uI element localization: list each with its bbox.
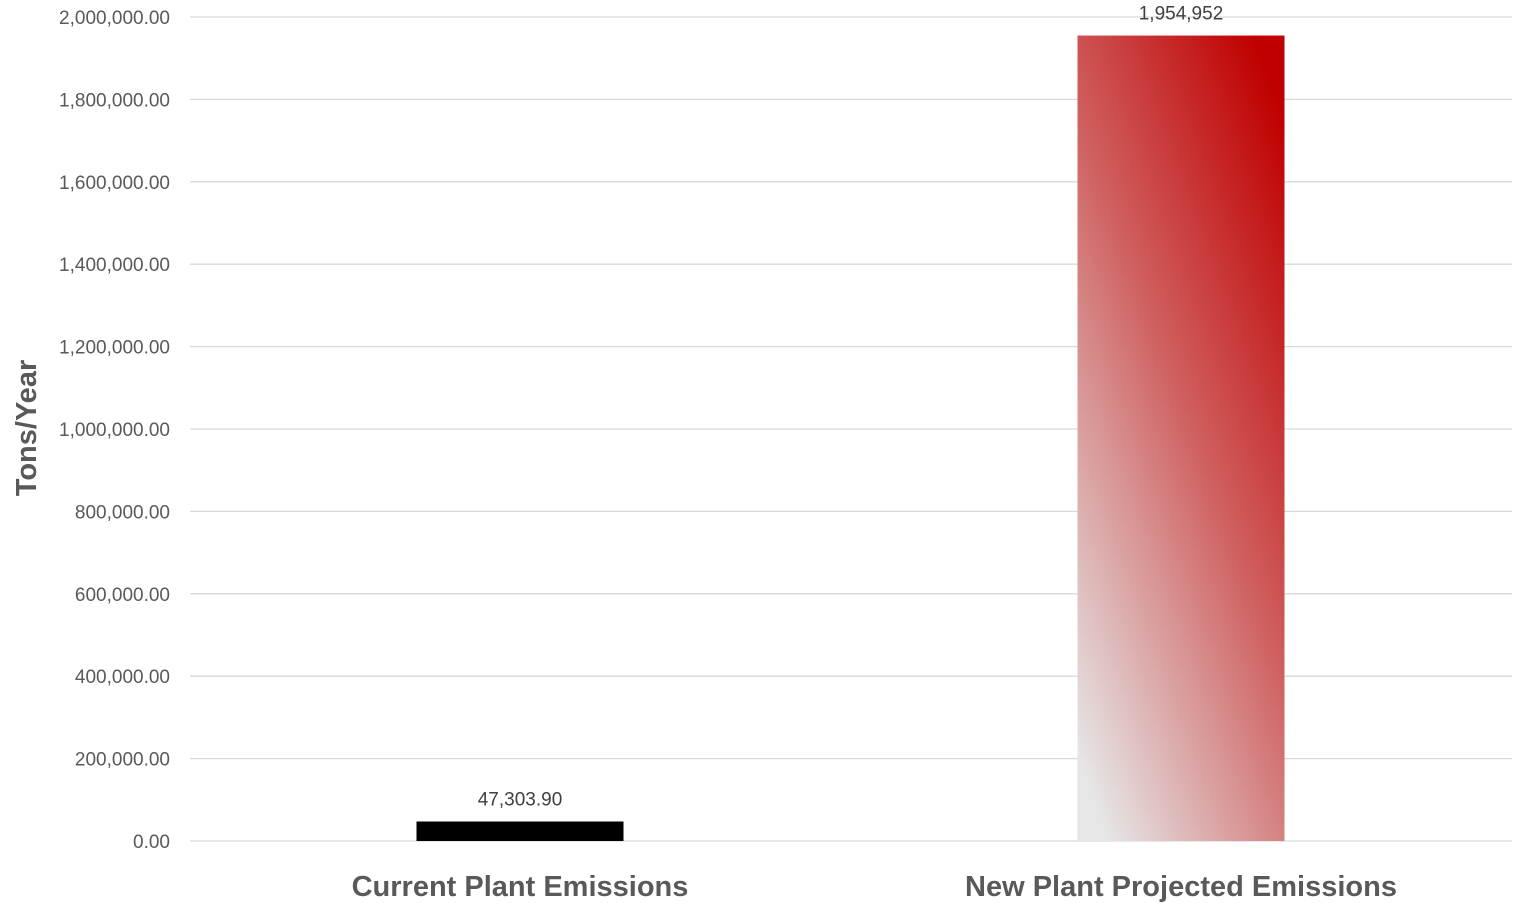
gridlines — [190, 16, 1512, 842]
y-axis-ticks: 0.00 200,000.00 400,000.00 600,000.00 800,00… — [59, 8, 170, 853]
y-tick-label: 2,000,000.00 — [59, 8, 170, 29]
y-tick-label: 0.00 — [133, 832, 170, 853]
y-tick-label: 1,200,000.00 — [59, 338, 170, 359]
data-label: 47,303.90 — [478, 790, 563, 811]
y-tick-label: 200,000.00 — [75, 750, 170, 771]
x-category-label: Current Plant Emissions — [352, 871, 689, 903]
y-tick-label: 1,400,000.00 — [59, 255, 170, 276]
y-tick-label: 1,000,000.00 — [59, 420, 170, 441]
data-label: 1,954,952 — [1139, 4, 1224, 25]
x-category-label: New Plant Projected Emissions — [965, 871, 1397, 903]
bar-new-plant-projected-emissions — [1077, 35, 1285, 842]
bar-current-plant-emissions — [416, 821, 624, 841]
y-tick-label: 600,000.00 — [75, 585, 170, 606]
y-tick-label: 800,000.00 — [75, 502, 170, 523]
y-tick-label: 1,800,000.00 — [59, 90, 170, 111]
y-axis-title: Tons/Year — [11, 360, 43, 496]
bars — [416, 35, 1285, 842]
y-tick-label: 400,000.00 — [75, 667, 170, 688]
x-axis-categories: Current Plant Emissions New Plant Project… — [352, 871, 1397, 903]
y-tick-label: 1,600,000.00 — [59, 173, 170, 194]
data-labels: 47,303.90 1,954,952 — [478, 4, 1224, 811]
